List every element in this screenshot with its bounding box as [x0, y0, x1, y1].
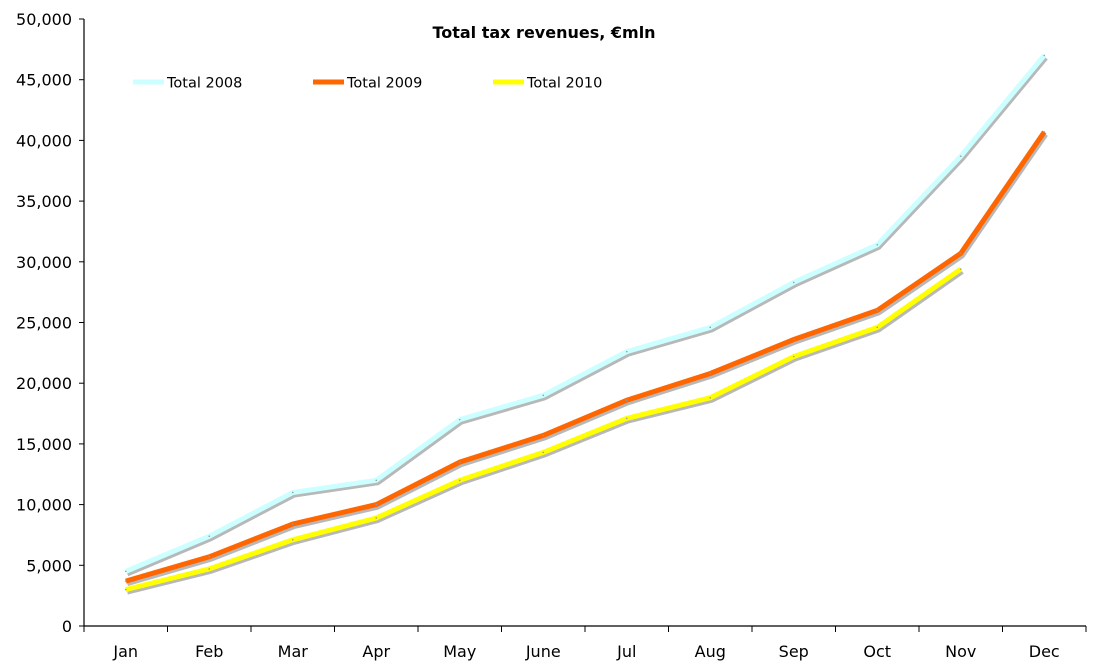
series-line — [124, 53, 1047, 574]
series-shadow — [126, 269, 964, 595]
y-tick-label: 25,000 — [16, 314, 72, 333]
series-total-2010 — [124, 267, 964, 595]
data-point — [959, 155, 962, 157]
y-tick-label: 45,000 — [16, 71, 72, 90]
legend-label: Total 2008 — [166, 76, 242, 92]
data-point — [124, 588, 127, 591]
data-point — [792, 355, 795, 358]
series-layer — [124, 53, 1048, 595]
x-tick-label: Nov — [945, 642, 976, 661]
series-total-2009 — [124, 130, 1048, 587]
series-total-2008 — [124, 53, 1048, 577]
legend-label: Total 2009 — [346, 76, 422, 92]
data-point — [959, 252, 962, 255]
data-point — [625, 350, 628, 353]
data-point — [876, 326, 879, 329]
data-point — [1043, 131, 1046, 133]
y-axis: 0 5,000 10,000 15,000 20,000 25,000 30,000 35,0… — [16, 10, 85, 636]
x-tick-label: Apr — [362, 642, 390, 661]
legend-item: Total 2010 — [493, 76, 602, 92]
y-tick-label: 30,000 — [16, 253, 72, 272]
legend-item: Total 2008 — [133, 76, 242, 92]
data-point — [542, 451, 545, 454]
data-point — [458, 479, 461, 482]
data-point — [208, 556, 211, 558]
data-point — [291, 539, 294, 541]
data-point — [1043, 54, 1046, 57]
data-point — [959, 268, 962, 270]
data-point — [124, 570, 127, 573]
data-point — [375, 503, 378, 506]
x-tick-label: Feb — [195, 642, 223, 661]
data-point — [792, 281, 795, 284]
data-point — [542, 434, 545, 437]
y-tick-label: 50,000 — [16, 10, 72, 29]
data-point — [208, 568, 211, 570]
data-point — [709, 396, 712, 399]
data-point — [542, 394, 545, 397]
series-shadow — [126, 56, 1048, 577]
data-point — [208, 535, 211, 537]
x-tick-label: Jul — [616, 642, 636, 661]
chart-title: Total tax revenues, €mln — [432, 23, 655, 42]
data-point — [458, 461, 461, 463]
data-point — [876, 309, 879, 312]
x-tick-label: Aug — [695, 642, 726, 661]
x-tick-label: May — [443, 642, 476, 661]
y-tick-label: 15,000 — [16, 435, 72, 454]
legend: Total 2008 Total 2009 Total 2010 — [133, 76, 602, 92]
x-tick-label: Sep — [779, 642, 809, 661]
data-point — [291, 523, 294, 525]
data-point — [625, 417, 628, 420]
x-tick-label: June — [525, 642, 561, 661]
x-tick-label: Dec — [1029, 642, 1060, 661]
data-point — [625, 399, 628, 401]
x-axis: Jan Feb Mar Apr May June Jul Aug Sep Oct Nov Dec — [83, 625, 1087, 661]
data-point — [709, 372, 712, 375]
data-point — [375, 479, 378, 482]
x-tick-label: Jan — [112, 642, 138, 661]
data-point — [124, 580, 127, 582]
y-tick-label: 40,000 — [16, 131, 72, 150]
y-tick-label: 10,000 — [16, 496, 72, 515]
data-point — [291, 491, 294, 494]
y-tick-label: 0 — [62, 617, 72, 636]
y-tick-label: 35,000 — [16, 192, 72, 211]
y-tick-label: 5,000 — [26, 556, 72, 575]
data-point — [709, 326, 712, 329]
legend-item: Total 2009 — [313, 76, 422, 92]
data-point — [792, 338, 795, 341]
y-tick-label: 20,000 — [16, 374, 72, 393]
x-tick-label: Mar — [278, 642, 309, 661]
data-point — [458, 418, 461, 421]
data-point — [876, 244, 879, 246]
data-point — [375, 517, 378, 519]
series-shadow — [126, 132, 1048, 587]
legend-label: Total 2010 — [526, 76, 602, 92]
series-line — [125, 130, 1047, 584]
x-tick-label: Oct — [863, 642, 891, 661]
